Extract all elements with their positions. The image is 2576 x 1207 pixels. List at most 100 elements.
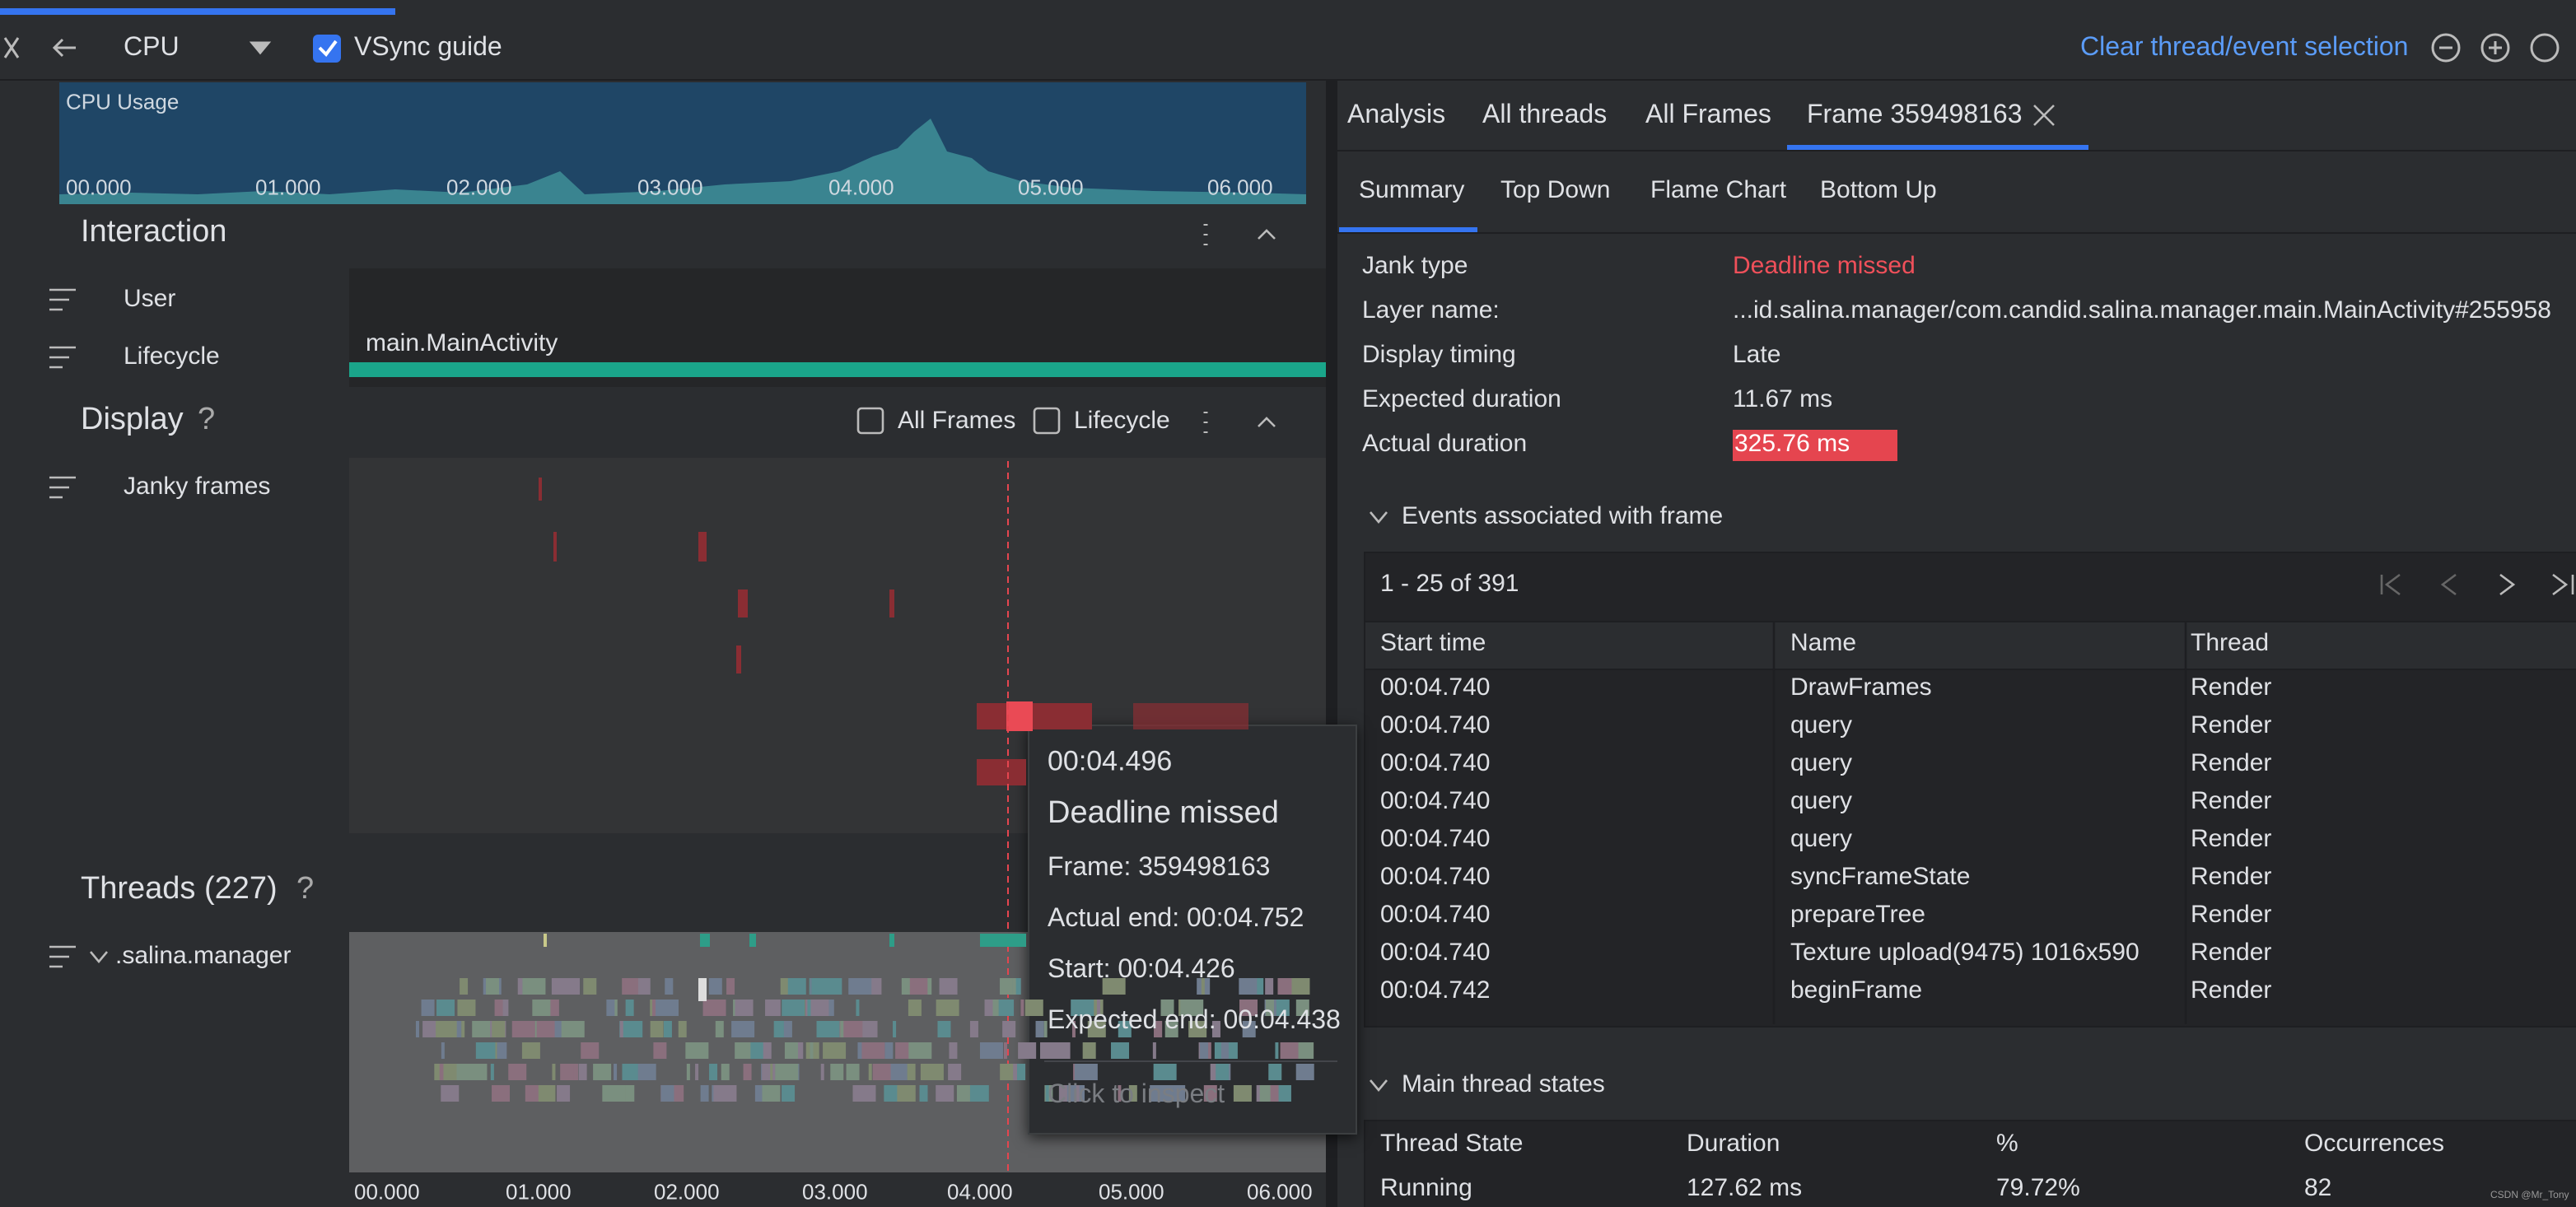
expand-chevron[interactable] — [90, 951, 108, 964]
cell: 00:04.740 — [1380, 749, 1491, 777]
section-chevron[interactable] — [1370, 511, 1388, 524]
cell[interactable]: prepareTree — [1790, 901, 1925, 929]
section-title: Interaction — [81, 215, 227, 250]
inspect-link[interactable]: Click to inspect — [1048, 1080, 1225, 1109]
first-page[interactable] — [2380, 573, 2401, 596]
help-icon[interactable]: ? — [296, 872, 315, 907]
tooltip-line: Start: 00:04.426 — [1048, 955, 1235, 984]
thread-slice — [685, 1042, 709, 1059]
subtab[interactable]: Bottom Up — [1820, 176, 1937, 204]
states-table — [1364, 1120, 2576, 1207]
process-name[interactable]: .salina.manager — [115, 942, 292, 970]
collapse[interactable] — [1258, 417, 1276, 427]
lifecycle-bar — [349, 362, 1326, 377]
cell[interactable]: Texture upload(9475) 1016x590 — [1790, 939, 2140, 967]
next-page[interactable] — [2499, 573, 2516, 596]
collapse[interactable] — [1258, 229, 1276, 240]
column-header[interactable]: Name — [1790, 629, 1857, 657]
time-tick: 04.000 — [947, 1179, 1013, 1205]
vsync-toggle[interactable]: VSync guide — [354, 33, 502, 62]
section-chevron[interactable] — [1370, 1079, 1388, 1093]
column-header[interactable]: Duration — [1687, 1130, 1780, 1158]
vsync-checkbox[interactable] — [313, 35, 341, 63]
cell[interactable]: beginFrame — [1790, 976, 1923, 1004]
tab[interactable]: Analysis — [1347, 100, 1446, 129]
thread-slice — [422, 1021, 436, 1037]
thread-slice — [536, 1021, 555, 1037]
thread-slice — [443, 1064, 457, 1080]
thread-slice — [735, 1042, 754, 1059]
subtab[interactable]: Summary — [1359, 176, 1465, 204]
thread-slice — [421, 1000, 435, 1016]
jank-mark — [698, 532, 707, 562]
thread-slice — [1096, 1000, 1100, 1016]
section-title[interactable]: Main thread states — [1402, 1070, 1605, 1098]
track-icon[interactable] — [49, 476, 76, 499]
zoom-out[interactable] — [2431, 33, 2461, 63]
track-icon[interactable] — [49, 288, 76, 311]
subtab[interactable]: Top Down — [1500, 176, 1611, 204]
cell[interactable]: query — [1790, 825, 1853, 853]
thread-slice — [1280, 1042, 1299, 1059]
jank-mark — [1133, 703, 1248, 729]
column-header[interactable]: % — [1996, 1130, 2018, 1158]
device-select[interactable]: CPU — [124, 33, 180, 62]
thread-slice — [805, 1000, 829, 1016]
cell: 00:04.740 — [1380, 863, 1491, 891]
thread-slice — [908, 1000, 922, 1016]
zoom-in[interactable] — [2480, 33, 2510, 63]
time-tick: 05.000 — [1099, 1179, 1164, 1205]
clear-selection[interactable]: Clear thread/event selection — [2080, 33, 2409, 62]
zoom-in-plus — [2489, 41, 2502, 54]
thread-slice — [593, 1064, 612, 1080]
thread-slice — [700, 1085, 709, 1102]
thread-slice — [1277, 978, 1296, 995]
thread-slice — [698, 978, 707, 1001]
last-page[interactable] — [2552, 573, 2574, 596]
cell[interactable]: query — [1790, 749, 1853, 777]
thread-slice — [1074, 1064, 1098, 1080]
column-header[interactable]: Thread — [2191, 629, 2270, 657]
cell[interactable]: DrawFrames — [1790, 673, 1932, 701]
track-icon[interactable] — [49, 945, 76, 968]
close-icon[interactable] — [3, 37, 20, 58]
reset-zoom[interactable] — [2530, 33, 2560, 63]
actual-duration-bg — [1733, 430, 1897, 461]
dropdown-arrow[interactable] — [249, 41, 272, 55]
thread-slice — [436, 1000, 455, 1016]
thread-slice — [969, 1021, 978, 1037]
back-icon[interactable] — [52, 38, 76, 58]
thread-slice — [614, 1064, 618, 1080]
tab[interactable]: Frame 359498163 — [1807, 100, 2023, 129]
cell: 79.72% — [1996, 1174, 2080, 1202]
cell[interactable]: query — [1790, 787, 1853, 815]
cell[interactable]: query — [1790, 711, 1853, 739]
thread-slice — [721, 1064, 730, 1080]
thread-slice — [525, 1085, 539, 1102]
help-icon[interactable]: ? — [198, 403, 216, 438]
prev-page[interactable] — [2440, 573, 2457, 596]
thread-slice — [980, 934, 1026, 947]
tab-close[interactable] — [2033, 105, 2055, 126]
thread-slice — [1150, 1085, 1174, 1102]
checkbox[interactable] — [1033, 407, 1061, 435]
column-header[interactable]: Start time — [1380, 629, 1486, 657]
thread-slice — [872, 1064, 891, 1080]
column-header[interactable]: Occurrences — [2304, 1130, 2445, 1158]
checkbox[interactable] — [856, 407, 884, 435]
thread-slice — [949, 1042, 958, 1059]
section-title[interactable]: Events associated with frame — [1402, 502, 1724, 530]
option[interactable]: Lifecycle — [1074, 407, 1170, 435]
cell[interactable]: syncFrameState — [1790, 863, 1971, 891]
tab[interactable]: All threads — [1482, 100, 1608, 129]
tab[interactable]: All Frames — [1645, 100, 1771, 129]
thread-slice — [856, 1000, 860, 1016]
cell: Render — [2191, 749, 2272, 777]
subtab[interactable]: Flame Chart — [1650, 176, 1787, 204]
column-header[interactable]: Thread State — [1380, 1130, 1524, 1158]
option[interactable]: All Frames — [898, 407, 1016, 435]
track-icon[interactable] — [49, 346, 76, 369]
thread-slice — [1043, 1021, 1048, 1037]
